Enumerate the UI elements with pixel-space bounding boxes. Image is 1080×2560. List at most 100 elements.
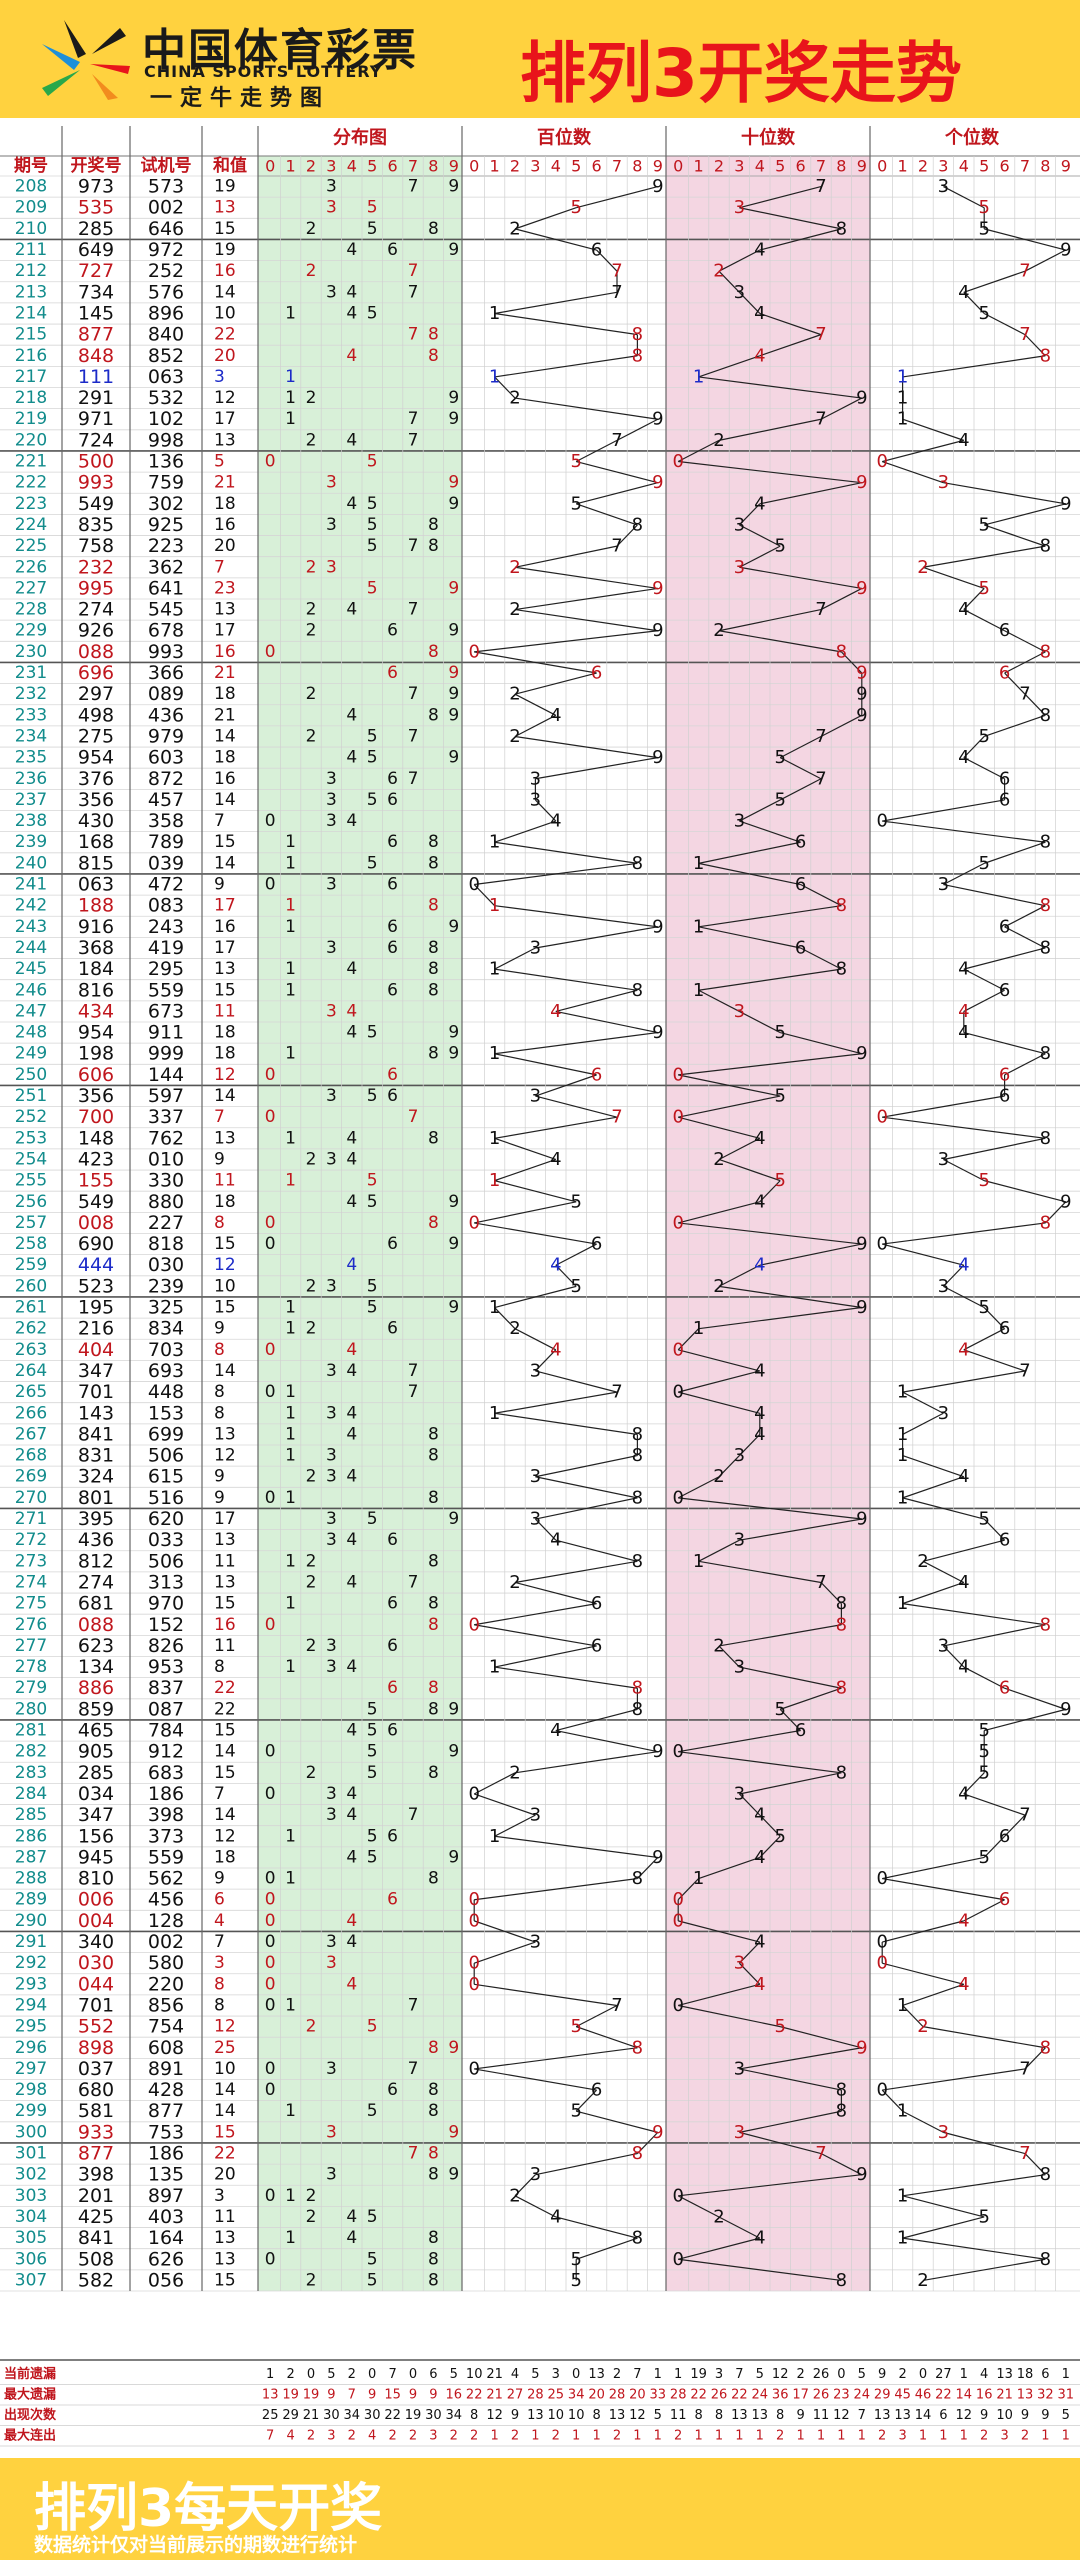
trend-line	[759, 1835, 781, 1858]
draw-number: 649	[78, 239, 114, 261]
trend-line	[820, 397, 863, 420]
stats-value: 21	[486, 2367, 503, 2382]
draw-number: 134	[78, 1656, 114, 1678]
position-digit-mark: 2	[509, 388, 520, 409]
stats-value: 30	[323, 2408, 340, 2423]
draw-number: 376	[78, 768, 114, 790]
position-digit-mark: 6	[999, 663, 1010, 684]
trend-line	[636, 1857, 659, 1879]
position-digit-mark: 8	[1040, 1614, 1051, 1635]
period-number: 276	[15, 1615, 47, 1635]
trend-line	[902, 1412, 944, 1435]
digit-label: 1	[286, 157, 296, 176]
trend-line	[943, 186, 985, 209]
draw-number: 681	[78, 1593, 114, 1615]
period-number: 268	[15, 1446, 47, 1466]
trend-line	[943, 2131, 1026, 2155]
position-digit-mark: 4	[550, 1149, 561, 1170]
position-digit-mark: 4	[754, 1403, 765, 1424]
distribution-mark: 8	[428, 2144, 439, 2164]
sum-value: 10	[214, 303, 236, 323]
trend-line	[943, 482, 1066, 505]
position-digit-mark: 4	[754, 1974, 765, 1995]
trend-line	[922, 545, 1046, 568]
stats-value: 9	[1021, 2408, 1029, 2423]
sum-value: 19	[214, 240, 236, 260]
position-digit-mark: 4	[550, 811, 561, 832]
draw-number: 184	[78, 958, 114, 980]
period-number: 239	[15, 832, 47, 852]
digit-label: 0	[469, 157, 479, 176]
position-digit-mark: 7	[611, 536, 622, 557]
draw-number: 340	[78, 1931, 114, 1953]
trend-line	[494, 355, 638, 378]
distribution-mark: 5	[367, 1086, 378, 1106]
test-number: 826	[148, 1635, 184, 1657]
sum-value: 10	[214, 2059, 236, 2079]
header-draw: 开奖号	[71, 155, 122, 176]
stats-value: 22	[935, 2387, 952, 2402]
distribution-mark: 1	[285, 303, 296, 323]
trend-line	[678, 2004, 781, 2028]
trend-line	[922, 566, 985, 589]
trend-line	[555, 1264, 577, 1287]
test-number: 979	[148, 725, 184, 747]
distribution-mark: 9	[448, 684, 459, 704]
position-digit-mark: 8	[632, 1551, 643, 1572]
sum-value: 17	[214, 621, 236, 641]
test-number: 559	[148, 1846, 184, 1868]
trend-line	[535, 1497, 638, 1520]
digit-label: 5	[979, 157, 989, 176]
stats-value: 13	[527, 2408, 544, 2423]
trend-line	[698, 1306, 862, 1330]
position-digit-mark: 1	[489, 959, 500, 980]
distribution-mark: 5	[367, 494, 378, 514]
distribution-mark: 6	[387, 1319, 398, 1339]
position-digit-mark: 8	[632, 1868, 643, 1889]
period-number: 243	[15, 917, 47, 937]
sum-value: 16	[214, 261, 236, 281]
sum-value: 14	[214, 790, 236, 810]
position-digit-mark: 6	[999, 1064, 1010, 1085]
trend-line	[718, 1264, 761, 1287]
distribution-mark: 2	[306, 1551, 317, 1571]
stats-value: 1	[735, 2428, 743, 2443]
trend-line	[1044, 1201, 1067, 1224]
period-number: 249	[15, 1044, 47, 1064]
sum-value: 17	[214, 896, 236, 916]
distribution-mark: 5	[367, 2270, 378, 2290]
stats-value: 46	[915, 2387, 932, 2402]
test-number: 227	[148, 1212, 184, 1234]
position-digit-mark: 8	[1040, 1043, 1051, 1064]
period-number: 215	[15, 325, 47, 345]
draw-number: 886	[78, 1677, 114, 1699]
distribution-mark: 2	[306, 1149, 317, 1169]
draw-number: 700	[78, 1106, 114, 1128]
stats-value: 9	[409, 2387, 417, 2402]
stats-value: 9	[511, 2408, 519, 2423]
period-number: 281	[15, 1721, 47, 1741]
period-number: 278	[15, 1657, 47, 1677]
period-number: 285	[15, 1805, 47, 1825]
period-number: 299	[15, 2101, 47, 2121]
distribution-mark: 8	[428, 705, 439, 725]
trend-line	[963, 1328, 1005, 1351]
trend-line	[800, 947, 842, 970]
distribution-mark: 8	[428, 1763, 439, 1783]
stats-value: 2	[878, 2428, 886, 2443]
position-digit-mark: 6	[999, 768, 1010, 789]
sum-value: 12	[214, 1065, 236, 1085]
trend-line	[514, 228, 597, 251]
draw-number: 581	[78, 2100, 114, 2122]
position-digit-mark: 3	[530, 1360, 541, 1381]
stats-value: 9	[368, 2387, 376, 2402]
sum-value: 22	[214, 2144, 236, 2164]
trend-line	[494, 1835, 658, 1859]
sum-value: 9	[214, 1319, 225, 1339]
trend-line	[779, 1708, 802, 1731]
stats-value: 1	[633, 2428, 641, 2443]
sum-value: 14	[214, 2080, 236, 2100]
test-number: 784	[148, 1720, 184, 1742]
stats-value: 9	[1041, 2408, 1049, 2423]
trend-line	[983, 1307, 1006, 1330]
